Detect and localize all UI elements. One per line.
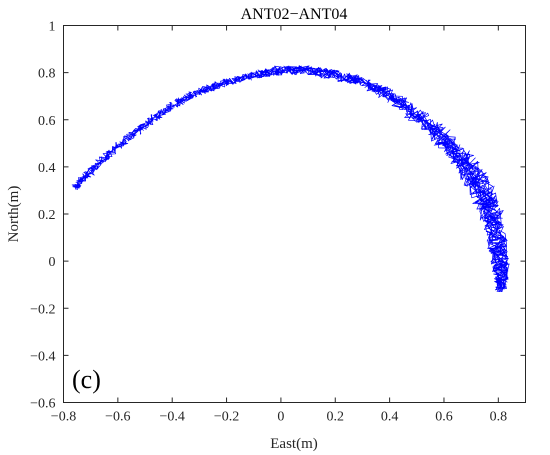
x-tick-label: −0.8 (51, 410, 76, 425)
x-tick-label: 0.6 (435, 410, 453, 425)
y-tick-label: 0.6 (38, 114, 56, 129)
axes-frame (63, 25, 526, 403)
x-tick-label: 0.2 (327, 410, 345, 425)
y-tick-label: −0.2 (30, 302, 55, 317)
y-tick-label: −0.4 (30, 349, 55, 364)
y-tick-label: 0.8 (38, 67, 56, 82)
x-tick-label: 0 (277, 410, 284, 425)
series-line (71, 65, 510, 293)
y-tick-label: −0.6 (30, 397, 55, 412)
y-tick-label: 0 (49, 255, 56, 270)
y-tick-label: 1 (49, 20, 56, 35)
y-tick-label: 0.2 (38, 208, 56, 223)
x-tick-label: −0.4 (160, 410, 185, 425)
x-tick-label: −0.6 (105, 410, 130, 425)
plot-area (71, 65, 510, 293)
panel-label: (c) (72, 365, 101, 394)
x-tick-label: 0.8 (490, 410, 508, 425)
x-axis-title: East(m) (270, 436, 317, 452)
y-tick-label: 0.4 (38, 161, 56, 176)
x-tick-label: 0.4 (381, 410, 399, 425)
x-tick-label: −0.2 (214, 410, 239, 425)
y-axis: −0.6 −0.4 −0.2 0 0.2 0.4 0.6 0.8 1 (30, 20, 526, 412)
chart-title: ANT02−ANT04 (241, 6, 348, 23)
y-axis-title: North(m) (6, 186, 22, 243)
x-axis: −0.8 −0.6 −0.4 −0.2 0 0.2 0.4 0.6 0.8 (51, 25, 508, 425)
